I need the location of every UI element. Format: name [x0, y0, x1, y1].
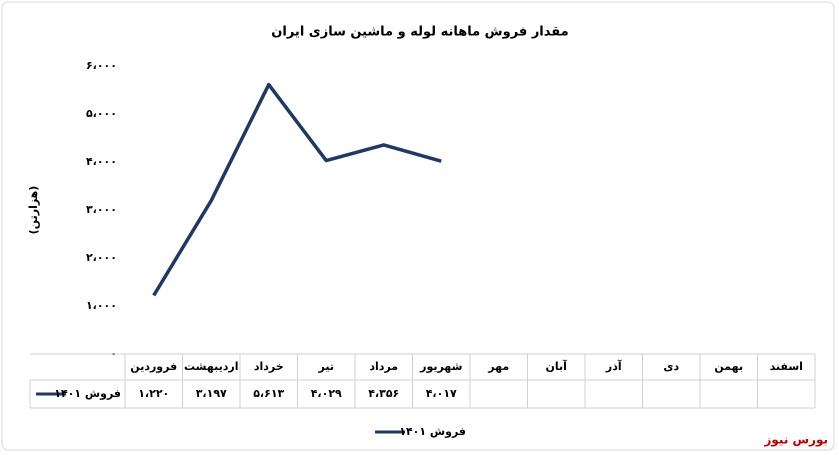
- source: بورس نیوز: [763, 433, 828, 448]
- y-axis-label: (هزارتن): [27, 186, 40, 235]
- x-tick-label: مهر: [487, 360, 509, 373]
- y-tick-label: ۵،۰۰۰: [86, 107, 117, 120]
- x-tick-label: تیر: [318, 360, 334, 373]
- y-tick-label: ۴،۰۰۰: [86, 155, 117, 168]
- table-series-name: فروش ۱۴۰۱: [54, 387, 121, 400]
- chart-title: مقدار فروش ماهانه لوله و ماشین سازی ایرا…: [271, 25, 568, 40]
- series-line: [152, 82, 442, 297]
- table-value: ۴،۰۱۷: [426, 387, 457, 400]
- x-tick-label: خرداد: [254, 360, 284, 373]
- table-value: ۵،۶۱۳: [253, 387, 284, 400]
- x-tick-label: شهریور: [419, 360, 462, 373]
- y-tick-label: ۶،۰۰۰: [86, 59, 117, 72]
- y-tick-label: ۱،۰۰۰: [86, 299, 117, 312]
- y-tick-label: ۳،۰۰۰: [86, 203, 117, 216]
- y-tick-label: ۲،۰۰۰: [86, 251, 117, 264]
- x-tick-label: اردیبهشت: [184, 360, 238, 373]
- table-value: ۴،۰۲۹: [311, 387, 342, 400]
- table-value: ۱،۲۲۰: [138, 387, 169, 400]
- x-tick-label: آذر: [605, 359, 622, 373]
- x-tick-label: آبان: [546, 359, 568, 373]
- x-tick-label: فروردین: [130, 360, 177, 373]
- x-tick-label: مرداد: [369, 360, 398, 373]
- x-tick-label: بهمن: [714, 360, 743, 373]
- x-tick-label: اسفند: [770, 360, 803, 373]
- table-value: ۳،۱۹۷: [196, 387, 227, 400]
- legend-label: فروش ۱۴۰۱: [399, 425, 466, 438]
- table-value: ۴،۳۵۶: [368, 387, 399, 400]
- x-tick-label: دی: [663, 360, 679, 373]
